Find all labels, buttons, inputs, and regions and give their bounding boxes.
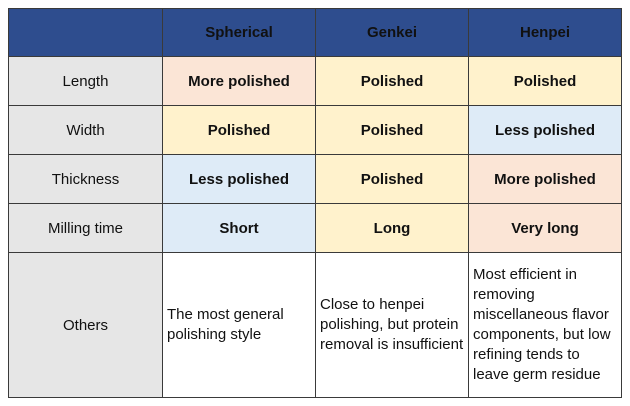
cell-thickness-henpei: More polished — [468, 154, 622, 204]
table-row-thickness: Thickness Less polished Polished More po… — [8, 154, 622, 204]
column-header-henpei: Henpei — [468, 8, 622, 57]
table-row-width: Width Polished Polished Less polished — [8, 105, 622, 155]
table-corner-cell — [8, 8, 163, 57]
polishing-comparison-table: Spherical Genkei Henpei Length More poli… — [8, 8, 622, 398]
cell-width-spherical: Polished — [162, 105, 316, 155]
cell-length-spherical: More polished — [162, 56, 316, 106]
cell-milling-time-spherical: Short — [162, 203, 316, 253]
cell-length-henpei: Polished — [468, 56, 622, 106]
cell-others-henpei: Most efficient in removing miscellaneous… — [468, 252, 622, 398]
cell-others-spherical: The most general polishing style — [162, 252, 316, 398]
cell-width-henpei: Less polished — [468, 105, 622, 155]
cell-length-genkei: Polished — [315, 56, 469, 106]
table-row-others: Others The most general polishing style … — [8, 252, 622, 398]
cell-milling-time-henpei: Very long — [468, 203, 622, 253]
table-row-length: Length More polished Polished Polished — [8, 56, 622, 106]
table-row-milling-time: Milling time Short Long Very long — [8, 203, 622, 253]
row-label-width: Width — [8, 105, 163, 155]
row-label-others: Others — [8, 252, 163, 398]
cell-thickness-genkei: Polished — [315, 154, 469, 204]
row-label-thickness: Thickness — [8, 154, 163, 204]
cell-milling-time-genkei: Long — [315, 203, 469, 253]
cell-thickness-spherical: Less polished — [162, 154, 316, 204]
column-header-genkei: Genkei — [315, 8, 469, 57]
row-label-length: Length — [8, 56, 163, 106]
cell-others-genkei: Close to henpei polishing, but protein r… — [315, 252, 469, 398]
comparison-table-container: Spherical Genkei Henpei Length More poli… — [8, 8, 622, 398]
cell-width-genkei: Polished — [315, 105, 469, 155]
row-label-milling-time: Milling time — [8, 203, 163, 253]
column-header-spherical: Spherical — [162, 8, 316, 57]
table-header-row: Spherical Genkei Henpei — [8, 8, 622, 57]
